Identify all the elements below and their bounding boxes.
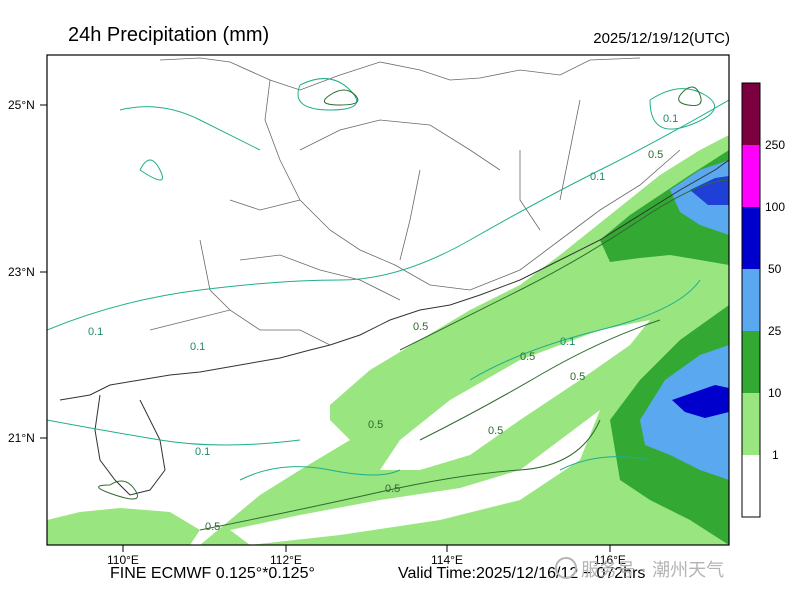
legend-label: 250 — [765, 138, 785, 152]
dry-band-south — [230, 410, 600, 545]
admin-borders — [149, 57, 681, 346]
legend-swatch — [742, 393, 760, 455]
leizhou-peninsula — [94, 394, 166, 496]
rain-area-lightblue-south — [640, 345, 729, 480]
contour-label: 0.1 — [560, 336, 575, 348]
lon-label: 110°E — [107, 553, 139, 567]
lat-axis: 25°N 23°N 21°N — [8, 98, 47, 445]
rain-area-light — [200, 135, 729, 545]
legend-swatch — [742, 455, 760, 517]
chart-title: 24h Precipitation (mm) — [68, 24, 270, 46]
map-area: 0.1 0.1 0.1 0.1 0.1 0.5 0.5 0.5 0.5 0.5 … — [47, 55, 729, 545]
legend-swatch — [742, 269, 760, 331]
contours-0-1 — [47, 78, 729, 481]
contour-label: 0.5 — [385, 483, 400, 495]
lon-label: 114°E — [431, 553, 463, 567]
lat-label: 23°N — [8, 265, 35, 279]
color-legend: 250 100 50 25 10 1 — [741, 82, 785, 518]
contour-label: 0.5 — [570, 371, 585, 383]
legend-swatch — [742, 145, 760, 207]
contour-label: 0.5 — [520, 351, 535, 363]
legend-swatch — [742, 331, 760, 393]
contour-label: 0.5 — [368, 419, 383, 431]
legend-label: 25 — [768, 324, 782, 338]
legend-swatch — [742, 83, 760, 145]
lon-axis: 110°E 112°E 114°E 116°E — [107, 545, 626, 567]
timestamp: 2025/12/19/12(UTC) — [593, 30, 730, 47]
contour-label: 0.1 — [195, 446, 210, 458]
coastline — [59, 159, 729, 401]
lat-label: 21°N — [8, 431, 35, 445]
rain-area-light-west — [47, 508, 200, 545]
contour-label: 0.1 — [663, 113, 678, 125]
dry-band — [380, 320, 650, 470]
legend-swatch — [742, 207, 760, 269]
lon-label: 112°E — [270, 553, 302, 567]
watermark: 服务号 · 潮州天气 — [555, 556, 724, 582]
contour-label: 0.5 — [648, 149, 663, 161]
rain-area-blue-east — [690, 176, 729, 205]
contour-label: 0.1 — [190, 341, 205, 353]
legend-label: 10 — [768, 386, 782, 400]
valid-time-label: Valid Time:2025/12/16/12 + 072hrs — [398, 565, 646, 582]
contour-label: 0.1 — [88, 326, 103, 338]
contour-label: 0.5 — [205, 521, 220, 533]
legend-label: 100 — [765, 200, 785, 214]
contour-label: 0.5 — [488, 425, 503, 437]
model-label: FINE ECMWF 0.125°*0.125° — [110, 565, 315, 582]
rain-area-blue — [672, 385, 729, 418]
map-frame — [46, 54, 730, 546]
legend-label: 50 — [768, 262, 782, 276]
contour-label: 0.1 — [590, 171, 605, 183]
lat-label: 25°N — [8, 98, 35, 112]
wechat-icon — [555, 557, 577, 579]
lon-label: 116°E — [594, 553, 626, 567]
legend-label: 1 — [772, 448, 779, 462]
contour-label: 0.5 — [413, 321, 428, 333]
contours-0-5 — [98, 86, 729, 531]
watermark-text: 服务号 · 潮州天气 — [581, 560, 725, 581]
contour-labels: 0.1 0.1 0.1 0.1 0.1 0.5 0.5 0.5 0.5 0.5 … — [88, 113, 678, 533]
